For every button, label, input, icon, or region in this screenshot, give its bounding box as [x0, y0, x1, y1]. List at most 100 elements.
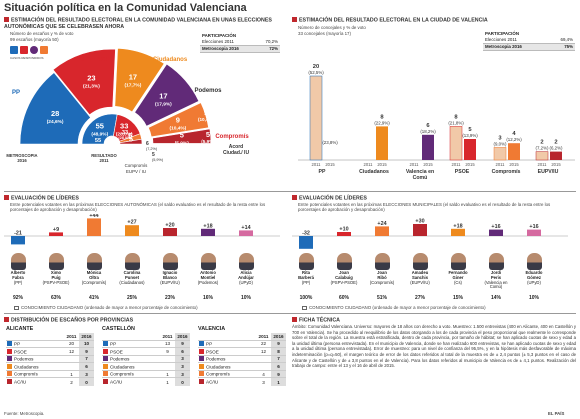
- label-metroscopia: METROSCOPIA: [6, 153, 37, 158]
- city-category-label: PSOE: [455, 169, 470, 175]
- city-bar: [535, 151, 549, 161]
- candidate-name: Eduardo Gómez (UPyD): [525, 270, 543, 285]
- candidate-name: Alberto Fabra (PP): [10, 270, 26, 285]
- city-bar: [449, 126, 463, 161]
- seats-2011: [160, 362, 175, 371]
- party-swatch: [103, 379, 108, 385]
- table-header: 2016: [271, 333, 286, 340]
- resultado-seats-label: 5: [152, 152, 155, 158]
- metroscopia-slice: [152, 128, 212, 144]
- label-compromis-eupv-2: EUPV / IU: [126, 169, 146, 174]
- metroscopia-pct-label: (10,4%): [169, 126, 186, 132]
- seats-2016: 1: [271, 377, 286, 386]
- candidate-knowledge: 63%: [50, 295, 61, 301]
- table-row: PSOE 9 6: [102, 347, 190, 356]
- logo-psoe-icon: [20, 46, 28, 54]
- seats-2011: 22: [256, 339, 271, 348]
- table-row: Compromís 4 9: [198, 369, 286, 378]
- party-swatch: [103, 371, 108, 377]
- label-acord: Acord: [229, 144, 243, 150]
- logo-podemos-icon: [30, 46, 38, 54]
- resultado-pct-label: (28,0%): [116, 131, 133, 137]
- candidate-photo: [200, 253, 216, 270]
- page-title: Situación política en la Comunidad Valen…: [4, 2, 247, 14]
- city-bar-year: 2015: [509, 162, 519, 167]
- legend-square-icon: [14, 305, 19, 310]
- seats-2011: 2: [64, 377, 79, 386]
- party-name: AC/IU: [110, 379, 123, 385]
- divider-2: [4, 313, 576, 314]
- candidate-knowledge: 14%: [490, 295, 501, 301]
- metroscopia-seats-label: 17: [129, 72, 137, 81]
- candidate-name: Joan Ribó (Compromís): [369, 270, 395, 285]
- party-logos: CASOS RESPONDIDOS: [10, 44, 50, 62]
- table-row: PSOE 12 8: [198, 347, 286, 356]
- metroscopia-pct-label: (24,6%): [47, 119, 64, 125]
- table-row: PP 22 9: [198, 339, 286, 348]
- table-row: PSOE 12 9: [6, 347, 94, 356]
- leader-bar: [87, 218, 101, 236]
- leader-bar: [489, 229, 503, 236]
- city-bar: [376, 126, 388, 160]
- seats-2011: [64, 362, 79, 371]
- leader-bar: [125, 225, 139, 236]
- leader-bar: [299, 236, 313, 249]
- province-table-valencia: VALENCIA 2011 2016 PP 22 9 PSOE 12 8 Podemos 7 Ciud…: [198, 326, 286, 386]
- party-name: Ciudadanos: [206, 364, 231, 370]
- resultado-slice: [119, 138, 143, 145]
- leaders-right-chart: -32 +10 +24 +30 +18 +16 +16: [292, 219, 568, 249]
- city-bar-seats: 2: [540, 140, 543, 146]
- city-bar-seats: 8: [454, 114, 458, 120]
- metroscopia-pct-label: (17,9%): [155, 101, 172, 107]
- city-bar-year: 2011: [409, 162, 419, 167]
- leader-bar: [451, 228, 465, 236]
- metroscopia-slice: [52, 48, 116, 116]
- candidate-photo: [162, 253, 178, 270]
- ciudad-sub2: 33 concejales (mayoría 17): [298, 31, 351, 36]
- leader-bar: [527, 229, 541, 236]
- seats-2016: 0: [175, 377, 190, 386]
- table-row: AC/IU 3 1: [198, 377, 286, 386]
- city-bar: [464, 139, 476, 160]
- label-resultado: RESULTADO: [91, 153, 117, 158]
- candidate-knowledge: 100%: [299, 295, 313, 301]
- seats-2016: 6: [271, 362, 286, 371]
- city-bar-year: 2015: [423, 162, 433, 167]
- city-category-label: PP: [319, 169, 326, 175]
- city-bar: [422, 134, 434, 160]
- candidate-knowledge: 10%: [240, 295, 251, 301]
- lideres-left-legend: CONOCIMIENTO CIUDADANO (ordenado de mayo…: [14, 305, 198, 310]
- party-name: AC/IU: [14, 379, 27, 385]
- resultado-seats-label: 6: [146, 141, 149, 147]
- resultado-pct-label: (7,2%): [146, 147, 158, 151]
- seats-2016: 9: [271, 369, 286, 378]
- leader-value: +14: [241, 225, 250, 231]
- city-bar-pct: (23,8%): [322, 140, 338, 145]
- party-swatch: [7, 348, 12, 354]
- party-name: Ciudadanos: [110, 364, 135, 370]
- table-row: AC/IU 2 0: [6, 377, 94, 386]
- leader-bar: [375, 226, 389, 236]
- metroscopia-pct-label: (17,7%): [125, 82, 142, 88]
- label-pp: PP: [12, 90, 20, 96]
- leader-value: +44: [89, 214, 98, 219]
- city-bar-pct: (12,2%): [506, 137, 522, 142]
- parliament-chart: 28(24,6%)23(21,3%)17(17,7%)17(17,9%)9(10…: [6, 47, 249, 174]
- metroscopia-slice: [19, 72, 91, 145]
- metroscopia-pct-label: (5,9%): [201, 139, 215, 144]
- candidate-knowledge: 27%: [414, 295, 425, 301]
- seats-2011: 1: [160, 377, 175, 386]
- label-compromis: Compromís: [215, 134, 249, 140]
- city-bar-seats: 5: [468, 127, 472, 133]
- legend-square-icon: [302, 305, 307, 310]
- candidate-name: Carolina Punset (Ciudadanos): [119, 270, 145, 285]
- party-swatch: [199, 379, 204, 385]
- candidate-knowledge: 92%: [12, 295, 23, 301]
- lideres-right-header: EVALUACIÓN DE LÍDERES: [292, 195, 572, 202]
- logo-compromis-icon: [40, 46, 48, 54]
- leader-bar: [163, 228, 177, 236]
- table-row: Podemos 7: [198, 354, 286, 363]
- autonomicas-header: ESTIMACIÓN DEL RESULTADO ELECTORAL EN LA…: [4, 17, 272, 30]
- leader-value: +18: [453, 223, 462, 229]
- city-bar-year: 2011: [311, 162, 321, 167]
